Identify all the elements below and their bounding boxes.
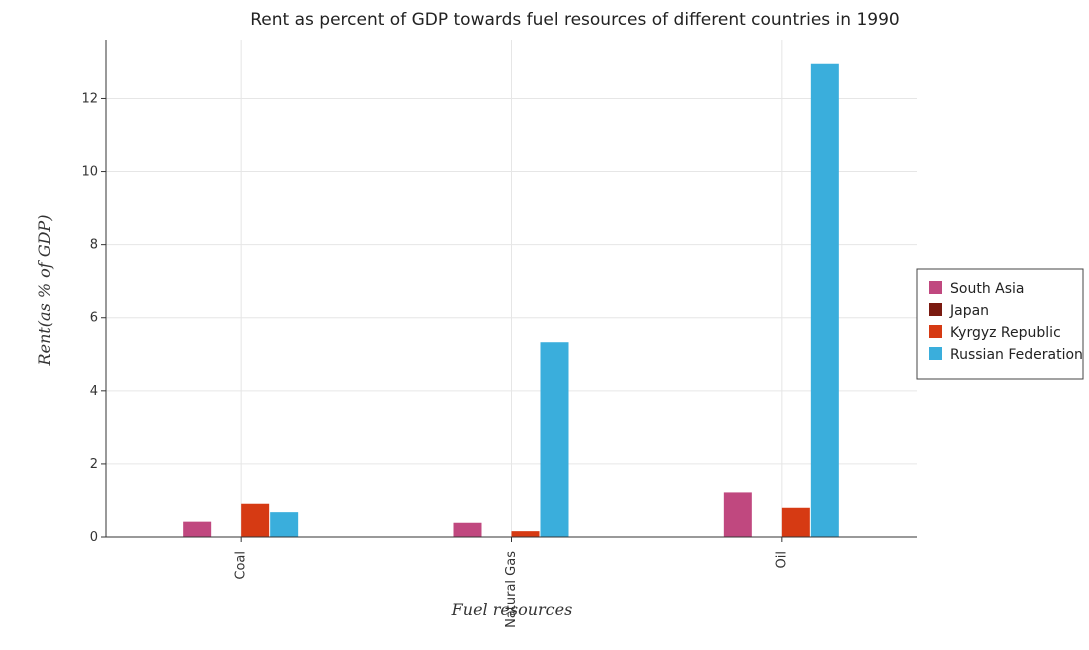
y-tick-label: 0 — [90, 530, 98, 545]
axes: 0 2 4 6 8 10 12 Coal Natural Gas Oil — [81, 40, 917, 628]
bars — [183, 63, 839, 538]
legend-swatch — [929, 303, 942, 316]
y-tick-label: 8 — [90, 238, 98, 253]
y-tick-label: 6 — [90, 311, 98, 326]
legend-label: South Asia — [950, 281, 1024, 297]
x-tick-label: Oil — [774, 551, 789, 568]
y-tick-label: 4 — [90, 384, 98, 399]
y-tick-label: 10 — [81, 165, 98, 180]
legend-swatch — [929, 325, 942, 338]
y-tick-label: 12 — [81, 91, 98, 106]
y-axis-label: Rent(as % of GDP) — [35, 215, 54, 367]
x-tick-label: Natural Gas — [504, 551, 519, 628]
x-tick-label: Coal — [234, 551, 249, 580]
bar — [723, 492, 752, 537]
legend: South Asia Japan Kyrgyz Republic Russian Fe… — [916, 268, 1084, 380]
bar — [453, 522, 482, 537]
bar — [241, 503, 270, 537]
bar — [183, 521, 212, 537]
bar — [540, 342, 569, 537]
legend-label: Russian Federation — [950, 347, 1083, 363]
bar — [781, 507, 810, 537]
legend-label: Kyrgyz Republic — [950, 325, 1061, 341]
legend-swatch — [929, 281, 942, 294]
y-tick-label: 2 — [90, 457, 98, 472]
legend-label: Japan — [949, 303, 989, 319]
x-axis-label: Fuel resources — [451, 600, 573, 619]
bar — [511, 531, 540, 537]
legend-swatch — [929, 347, 942, 360]
legend-box — [916, 268, 1084, 380]
bar — [270, 512, 299, 537]
gridlines — [106, 40, 917, 538]
bar — [810, 63, 839, 538]
chart-title: Rent as percent of GDP towards fuel reso… — [250, 10, 899, 30]
